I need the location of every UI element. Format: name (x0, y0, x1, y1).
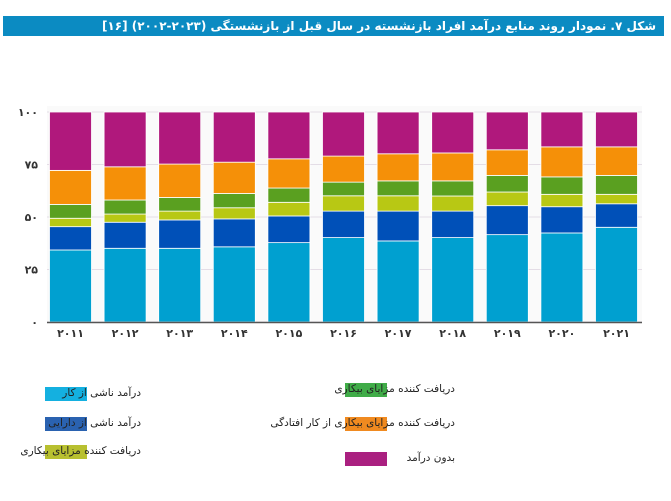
bar-segment (103, 166, 147, 201)
legend-swatch (45, 387, 87, 401)
bar-segment (212, 193, 256, 209)
bar-segment (158, 210, 202, 221)
bar-segment (540, 111, 584, 148)
bar-segment (267, 215, 311, 244)
x-tick-label: ۲۰۲۱ (603, 327, 630, 340)
bar-segment (485, 191, 529, 207)
bar-segment (322, 111, 365, 157)
bar-segment (158, 197, 202, 212)
bar-segment (485, 149, 529, 176)
bar-segment (49, 217, 92, 228)
bar-segment (267, 242, 311, 323)
bar-segment (322, 195, 365, 212)
bar-segment (376, 195, 420, 212)
bar-segment (212, 111, 256, 163)
y-tick-label: ۰ (31, 316, 38, 329)
bar-segment (267, 158, 311, 189)
x-tick-label: ۲۰۱۱ (57, 327, 84, 340)
legend-label: دریافت کننده مزایای بیکاری (20, 445, 141, 457)
bar-segment (212, 161, 256, 194)
legend-label: دریافت کننده مزایای بیکاری از کار افتادگ… (270, 417, 455, 429)
legend-swatch (45, 445, 87, 459)
bar-segment (158, 247, 202, 323)
bar-segment (376, 210, 420, 242)
bar-segment (540, 206, 584, 234)
bar-segment (431, 195, 475, 212)
chart-title: شکل ۷. نمودار روند منابع درآمد افراد باز… (3, 16, 664, 36)
x-tick-label: ۲۰۱۳ (166, 327, 193, 340)
bar-segment (485, 175, 529, 193)
x-tick-label: ۲۰۱۹ (494, 327, 521, 340)
bar-segment (212, 218, 256, 248)
bar-segment (595, 146, 638, 176)
legend-swatch (345, 452, 387, 466)
bar-segment (212, 246, 256, 323)
bar-segment (376, 111, 420, 155)
bar-segment (322, 210, 365, 238)
legend-label: دریافت کننده مزایای بیکاری (334, 383, 455, 395)
bar-segment (267, 187, 311, 203)
bar-segment (49, 111, 92, 171)
legend-label: درآمد ناشی از دارایی (48, 417, 141, 429)
bar-segment (431, 237, 475, 323)
bar-segment (595, 203, 638, 228)
y-tick-label: ۲۵ (25, 264, 39, 277)
bar-segment (322, 155, 365, 183)
bar-segment (376, 240, 420, 323)
bar-segment (49, 226, 92, 251)
bar-segment (103, 111, 147, 168)
bar-segment (431, 210, 475, 238)
bar-segment (540, 176, 584, 195)
legend-swatch (345, 417, 387, 431)
bar-segment (376, 153, 420, 182)
bar-segment (49, 169, 92, 205)
bar-segment (431, 152, 475, 182)
y-tick-label: ۱۰۰ (18, 106, 38, 119)
bar-segment (103, 199, 147, 215)
bar-segment (376, 180, 420, 197)
x-tick-label: ۲۰۲۰ (548, 327, 575, 340)
bar-segment (540, 193, 584, 208)
bar-segment (212, 207, 256, 220)
y-tick-label: ۵۰ (25, 211, 38, 224)
x-tick-label: ۲۰۱۴ (221, 327, 248, 340)
legend-label: بدون درآمد (406, 452, 455, 464)
bar-segment (49, 203, 92, 219)
bar-segment (103, 213, 147, 223)
bar-segment (540, 232, 584, 323)
bar-segment (322, 181, 365, 197)
legend-swatch (45, 417, 87, 431)
stacked-bar-chart: ۰ ۲۵ ۵۰ ۷۵ ۱۰۰ ۲۰۱۱ ۲۰۱۲ ۲۰۱۳ ۲۰۱۴ ۲۰۱۵ ۲۰۱۶ ۲۰۱۷ ۲۰… (18, 106, 642, 340)
x-tick-label: ۲۰۱۷ (385, 327, 412, 340)
legend-swatch (345, 383, 387, 397)
bar-segment (485, 111, 529, 151)
x-tick-label: ۲۰۱۶ (330, 327, 357, 340)
bar-segment (158, 219, 202, 249)
bar-segment (158, 163, 202, 198)
bar-segment (267, 201, 311, 217)
legend-label: درآمد ناشی از کار (62, 387, 141, 399)
bar-segment (267, 111, 311, 160)
bar-segment (49, 249, 92, 323)
x-tick-label: ۲۰۱۵ (275, 327, 302, 340)
bar-segment (595, 175, 638, 195)
bar-segment (322, 237, 365, 323)
y-tick-label: ۷۵ (25, 159, 39, 172)
bar-segment (158, 111, 202, 165)
bar-segment (103, 247, 147, 323)
bar-segment (103, 221, 147, 249)
bar-segment (431, 180, 475, 197)
bar-segment (431, 111, 475, 154)
x-tick-label: ۲۰۱۲ (112, 327, 139, 340)
bar-segment (595, 226, 638, 323)
bar-segment (540, 146, 584, 178)
bar-segment (485, 205, 529, 236)
bar-segment (595, 193, 638, 205)
bar-segment (485, 234, 529, 323)
bar-segment (595, 111, 638, 148)
x-tick-label: ۲۰۱۸ (439, 327, 466, 340)
